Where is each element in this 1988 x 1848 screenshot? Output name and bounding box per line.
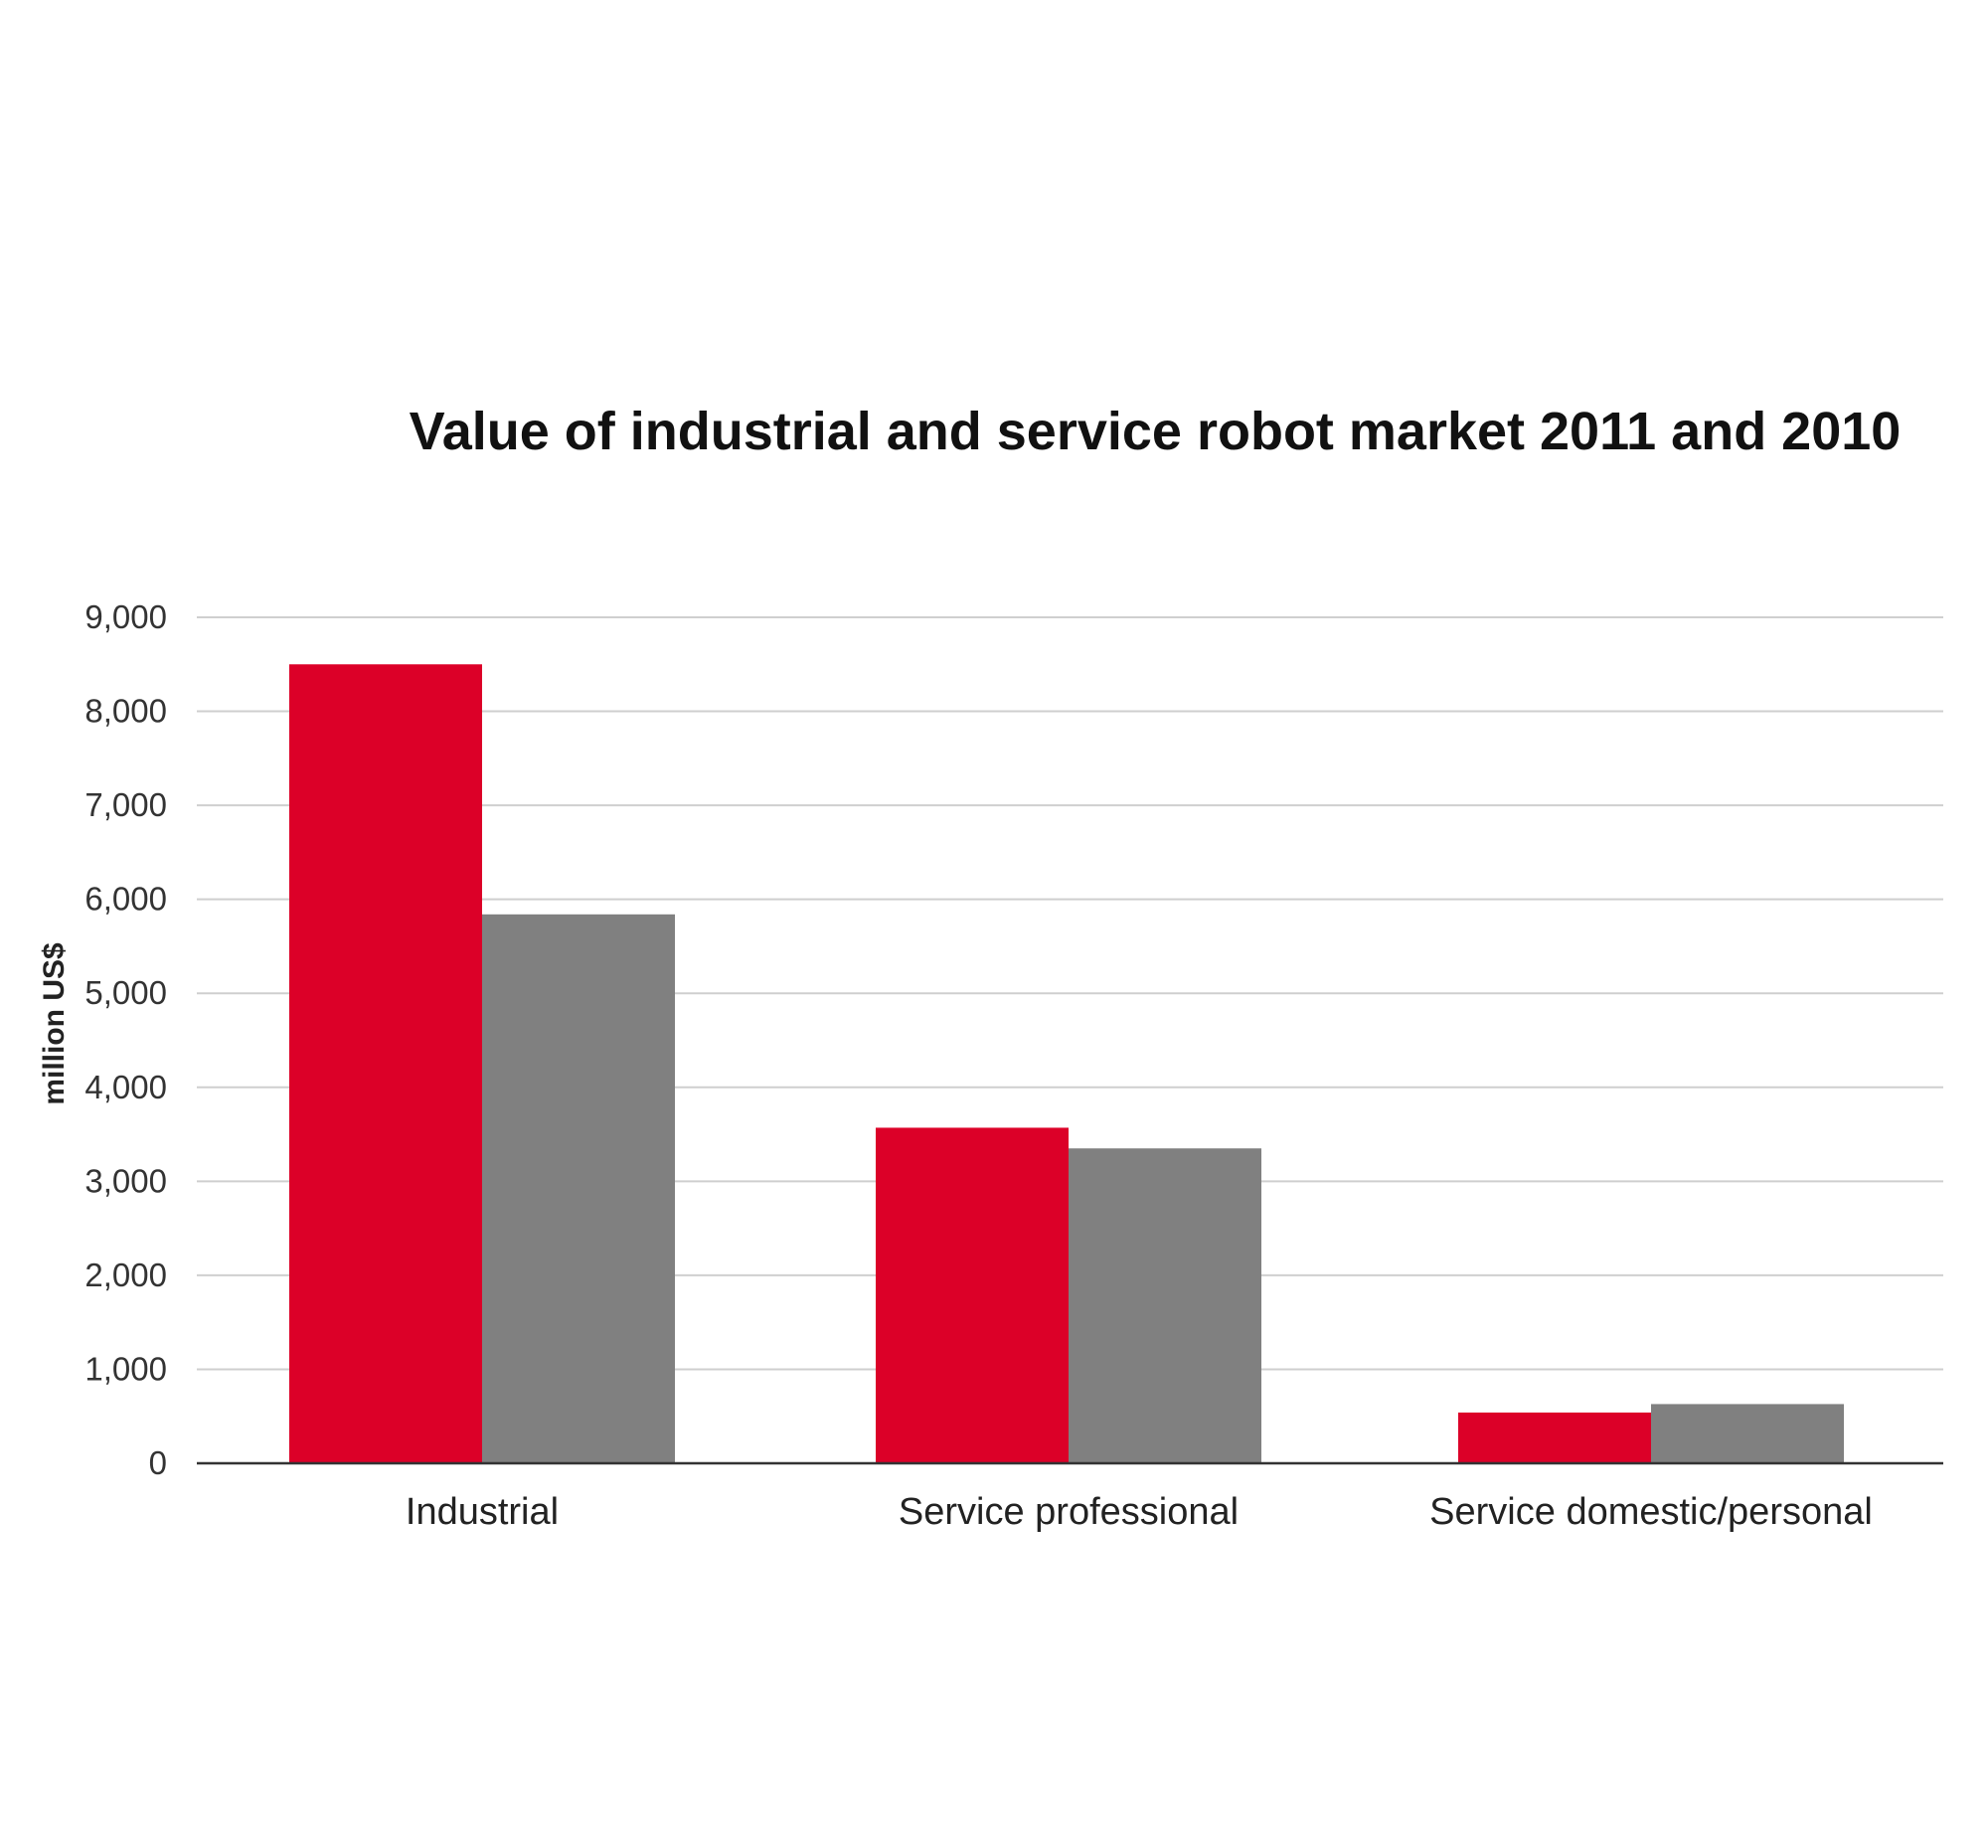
bar <box>1069 1148 1261 1463</box>
x-axis-labels: Industrial Service professional Service do… <box>406 1491 1873 1533</box>
y-tick-label: 3,000 <box>84 1162 167 1199</box>
y-tick-label: 7,000 <box>84 786 167 823</box>
bar <box>289 664 482 1463</box>
chart-title: Value of industrial and service robot ma… <box>410 402 1902 461</box>
y-tick-label: 6,000 <box>84 881 167 918</box>
y-tick-label: 8,000 <box>84 693 167 730</box>
y-tick-label: 9,000 <box>84 598 167 635</box>
bar <box>1458 1412 1651 1463</box>
y-tick-label: 2,000 <box>84 1257 167 1293</box>
y-tick-label: 4,000 <box>84 1069 167 1105</box>
x-category-label: Industrial <box>406 1491 559 1533</box>
bars <box>289 664 1844 1463</box>
bar <box>482 914 675 1463</box>
x-category-label: Service professional <box>899 1491 1239 1533</box>
bar <box>1651 1404 1844 1463</box>
bar <box>876 1127 1069 1463</box>
y-tick-label: 1,000 <box>84 1350 167 1387</box>
x-category-label: Service domestic/personal <box>1429 1491 1873 1533</box>
y-tick-label: 5,000 <box>84 974 167 1011</box>
y-axis-ticks: 0 1,000 2,000 3,000 4,000 5,000 6,000 7,000 8,00… <box>84 598 167 1481</box>
y-axis-title: million US$ <box>38 942 71 1105</box>
y-tick-label: 0 <box>149 1444 167 1481</box>
